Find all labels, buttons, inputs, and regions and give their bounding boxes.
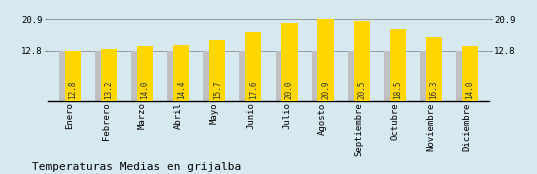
Bar [317, 19, 333, 101]
Text: Temperaturas Medias en grijalba: Temperaturas Medias en grijalba [32, 162, 242, 172]
Bar [101, 49, 117, 101]
Text: 14.4: 14.4 [177, 81, 186, 99]
Text: 20.5: 20.5 [357, 81, 366, 99]
Bar [245, 32, 262, 101]
Bar [390, 29, 406, 101]
Bar [240, 51, 249, 101]
Bar [173, 45, 189, 101]
Bar [275, 51, 285, 101]
Text: 14.0: 14.0 [466, 81, 474, 99]
Bar [348, 51, 357, 101]
Text: 13.2: 13.2 [105, 81, 113, 99]
Text: 12.8: 12.8 [68, 81, 77, 99]
Bar [456, 51, 465, 101]
Bar [281, 23, 297, 101]
Bar [462, 46, 478, 101]
Bar [167, 51, 176, 101]
Bar [95, 51, 104, 101]
Text: 20.0: 20.0 [285, 81, 294, 99]
Bar [426, 37, 442, 101]
Bar [420, 51, 429, 101]
Bar [311, 51, 321, 101]
Text: 14.0: 14.0 [141, 81, 150, 99]
Text: 20.9: 20.9 [321, 81, 330, 99]
Bar [384, 51, 393, 101]
Text: 17.6: 17.6 [249, 81, 258, 99]
Text: 16.3: 16.3 [429, 81, 438, 99]
Bar [65, 51, 81, 101]
Bar [353, 21, 370, 101]
Text: 15.7: 15.7 [213, 81, 222, 99]
Bar [59, 51, 68, 101]
Bar [137, 46, 153, 101]
Bar [209, 40, 226, 101]
Bar [131, 51, 140, 101]
Text: 18.5: 18.5 [393, 81, 402, 99]
Bar [204, 51, 212, 101]
